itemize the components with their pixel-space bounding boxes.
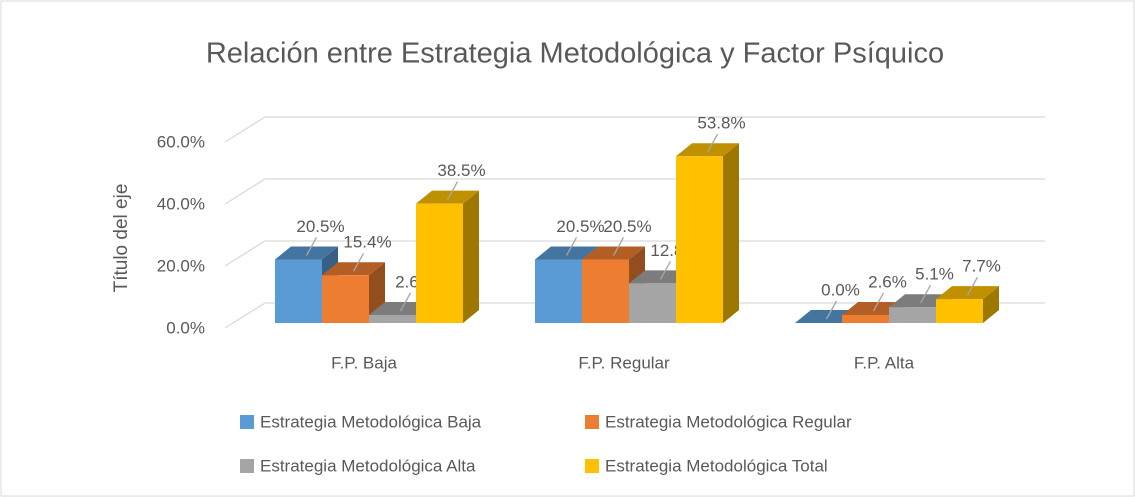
x-tick-label: F.P. Regular	[578, 353, 670, 372]
data-label: 20.5%	[296, 217, 344, 236]
grid-line	[224, 240, 1045, 267]
y-tick-label: 40.0%	[157, 194, 205, 213]
bar-top	[275, 246, 338, 260]
bar-top	[676, 143, 739, 157]
bar-front	[842, 314, 889, 323]
leader-line	[352, 252, 365, 272]
legend-label: Estrategia Metodológica Alta	[260, 456, 476, 475]
legend-label: Estrategia Metodológica Regular	[605, 412, 852, 431]
data-label: 53.8%	[697, 114, 745, 133]
bar	[322, 262, 385, 323]
leader-line	[706, 133, 719, 153]
grid-line	[224, 178, 1045, 205]
leader-line	[612, 237, 625, 256]
leader-line	[565, 237, 578, 256]
legend-swatch	[240, 415, 254, 429]
bar-front	[369, 314, 416, 323]
y-tick-label: 0.0%	[166, 318, 205, 337]
legend-swatch	[585, 415, 599, 429]
bar	[416, 190, 479, 323]
leader-line	[446, 181, 459, 200]
bar-top	[416, 190, 479, 204]
legend-swatch	[585, 459, 599, 473]
y-tick-label: 20.0%	[157, 256, 205, 275]
grid-line	[224, 116, 1045, 143]
bar	[936, 286, 999, 323]
x-tick-label: F.P. Baja	[331, 353, 397, 372]
data-label: 20.5%	[556, 217, 604, 236]
bar-side	[723, 143, 739, 323]
data-label: 38.5%	[437, 161, 485, 180]
bar-front	[322, 275, 369, 323]
data-label: 0.0%	[821, 280, 860, 299]
legend-label: Estrategia Metodológica Total	[605, 456, 828, 475]
bar-front	[936, 299, 983, 323]
bar-front	[629, 283, 676, 323]
legend-label: Estrategia Metodológica Baja	[260, 412, 482, 431]
data-label: 20.5%	[603, 217, 651, 236]
data-label: 5.1%	[915, 265, 954, 284]
y-axis-title: Título del eje	[111, 184, 132, 293]
leader-line	[659, 261, 672, 280]
legend-swatch	[240, 459, 254, 473]
bar-top	[582, 246, 645, 260]
bar-side	[983, 286, 999, 323]
chart-title: Relación entre Estrategia Metodológica y…	[206, 38, 944, 70]
data-label: 15.4%	[343, 233, 391, 252]
bar-front	[582, 259, 629, 323]
leader-line	[825, 300, 838, 320]
data-label: 7.7%	[962, 257, 1001, 276]
leader-line	[305, 237, 318, 256]
bar-front	[889, 307, 936, 323]
bar-top	[535, 246, 598, 260]
bar-top	[936, 286, 999, 300]
leader-line	[966, 276, 979, 296]
y-tick-label: 60.0%	[157, 132, 205, 151]
bar-front	[275, 259, 322, 323]
bar	[676, 143, 739, 323]
leader-line	[399, 292, 412, 312]
grid-line	[224, 302, 1045, 329]
leader-line	[919, 284, 932, 304]
bar-front	[676, 156, 723, 323]
x-tick-label: F.P. Alta	[854, 353, 915, 372]
bar-top	[322, 262, 385, 276]
bar-front	[416, 203, 463, 323]
bar-front	[535, 259, 582, 323]
data-label: 2.6%	[868, 272, 907, 291]
bar-side	[463, 190, 479, 323]
leader-line	[872, 292, 885, 312]
